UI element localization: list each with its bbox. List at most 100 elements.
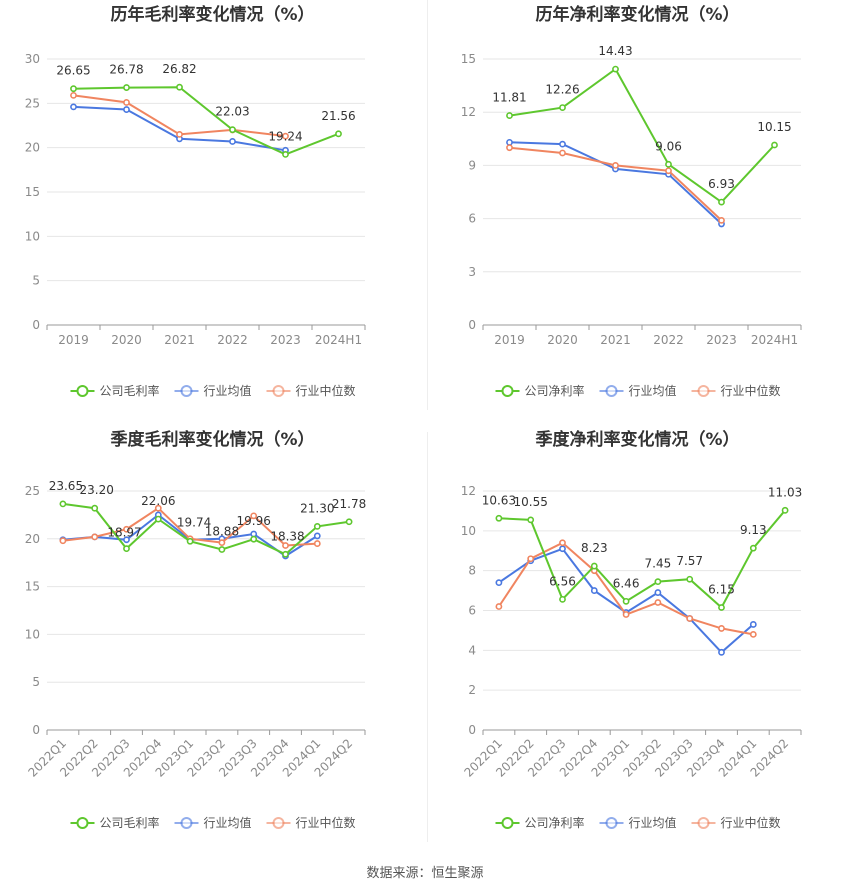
x-tick-label: 2020 [111, 333, 142, 347]
series-industry-median [70, 91, 289, 140]
x-tick-label: 2019 [58, 333, 89, 347]
data-label: 6.93 [708, 177, 735, 191]
y-tick-label: 20 [25, 532, 40, 546]
data-point [313, 522, 321, 530]
data-point [335, 130, 342, 138]
data-point [622, 597, 630, 605]
data-label: 7.57 [676, 554, 703, 568]
y-tick-label: 15 [25, 185, 40, 199]
data-label: 8.23 [581, 541, 608, 555]
legend-marker-icon [605, 817, 618, 829]
data-point [718, 625, 725, 632]
data-point [218, 546, 226, 553]
data-point [654, 589, 662, 596]
data-point [527, 516, 535, 524]
legend-label: 公司毛利率 [100, 383, 160, 398]
data-point [686, 575, 694, 583]
series-line [509, 146, 723, 222]
data-label: 18.97 [107, 526, 141, 540]
series-company [495, 506, 789, 611]
y-tick-label: 5 [32, 675, 40, 689]
data-point [176, 83, 183, 91]
data-label: 12.26 [545, 83, 579, 97]
legend-label: 行业均值 [629, 383, 677, 398]
series-line [73, 105, 286, 152]
data-label: 26.65 [56, 64, 90, 78]
data-point [70, 103, 77, 111]
data-point [250, 535, 258, 543]
legend-label: 行业均值 [204, 383, 252, 398]
legend-marker-icon [76, 385, 89, 397]
legend-marker-icon [605, 385, 618, 397]
series-company [506, 65, 778, 206]
annual-net-margin-chart: 历年净利率变化情况（%） 0 3 6 9 12 15 2019 2020 2021 2022 2023… [461, 4, 802, 398]
data-point [123, 525, 130, 533]
data-point [559, 545, 566, 553]
x-tick-label: 2024H1 [751, 333, 798, 347]
series-line [73, 86, 339, 156]
data-point [282, 542, 289, 549]
data-point [495, 603, 503, 610]
data-point [527, 555, 535, 563]
legend-label: 行业中位数 [296, 383, 356, 398]
y-tick-label: 0 [468, 318, 476, 332]
legend-item: 公司毛利率 [70, 383, 160, 398]
legend-label: 行业均值 [204, 815, 252, 830]
chart-title: 季度毛利率变化情况（%） [110, 429, 314, 450]
data-point [718, 216, 725, 224]
series-industry-average [506, 138, 725, 228]
data-label: 26.78 [109, 63, 143, 77]
y-tick-label: 12 [461, 105, 476, 119]
data-label: 11.03 [768, 485, 802, 499]
legend-label: 行业中位数 [721, 383, 781, 398]
y-tick-label: 8 [468, 564, 476, 578]
y-tick-label: 15 [25, 580, 40, 594]
data-point [654, 599, 662, 606]
data-point [559, 140, 566, 148]
x-tick-label: 2023 [706, 333, 737, 347]
data-point [282, 151, 289, 158]
x-tick-label: 2021 [600, 333, 631, 347]
x-tick-label: 2019 [494, 333, 525, 347]
y-tick-label: 0 [32, 723, 40, 737]
data-point [590, 587, 598, 594]
legend-item: 行业均值 [174, 383, 252, 398]
annual-gross-margin-chart: 历年毛利率变化情况（%） 0 5 10 15 20 25 30 2019 2020 2021 2022… [25, 4, 366, 398]
legend-item: 公司净利率 [495, 815, 585, 830]
y-tick-label: 5 [32, 274, 40, 288]
data-label: 10.55 [514, 495, 548, 509]
legend-item: 公司毛利率 [70, 815, 160, 830]
legend-item: 行业中位数 [266, 815, 356, 830]
data-point [612, 161, 619, 169]
y-tick-label: 4 [468, 643, 476, 657]
data-label: 18.38 [270, 529, 304, 543]
data-point [559, 104, 566, 111]
data-point [218, 539, 226, 547]
data-point [91, 504, 99, 512]
data-point [250, 512, 258, 520]
data-point [749, 621, 757, 628]
series-industry-median [506, 144, 725, 224]
legend-marker-icon [76, 817, 89, 829]
y-tick-label: 6 [468, 604, 476, 618]
data-label: 6.46 [613, 576, 640, 590]
series-line [509, 141, 723, 225]
legend-item: 行业中位数 [691, 383, 781, 398]
chart-title: 历年净利率变化情况（%） [535, 4, 739, 25]
y-tick-label: 10 [25, 229, 40, 243]
data-label: 14.43 [598, 44, 632, 58]
x-tick-label: 2022 [653, 333, 684, 347]
vertical-divider-lower [427, 432, 428, 842]
chart-title: 历年毛利率变化情况（%） [110, 4, 314, 25]
data-label: 21.78 [332, 497, 366, 511]
legend-label: 公司毛利率 [100, 815, 160, 830]
data-point [282, 132, 289, 140]
y-tick-label: 10 [25, 627, 40, 641]
x-tick-label: 2020 [547, 333, 578, 347]
data-label: 23.65 [49, 479, 83, 493]
data-point [59, 537, 67, 545]
legend-label: 行业中位数 [296, 815, 356, 830]
data-label: 22.06 [141, 494, 175, 508]
series-line [73, 94, 286, 138]
